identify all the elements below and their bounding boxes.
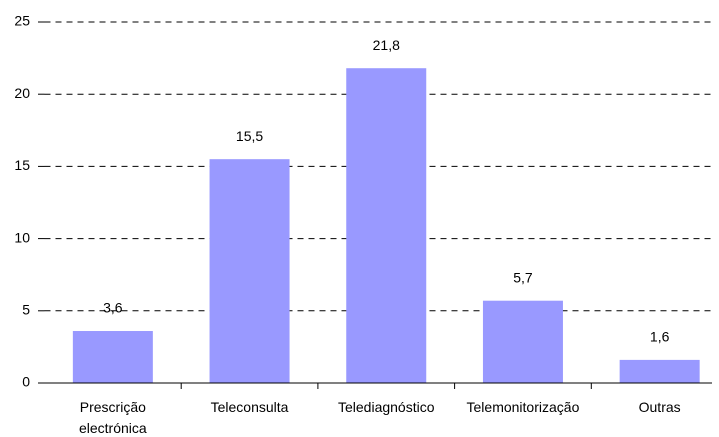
bar [72,331,153,383]
bar [482,300,563,383]
bar [619,359,700,383]
value-label: 5,7 [513,269,533,285]
y-tick-label: 20 [14,85,30,101]
value-label: 3,6 [103,300,123,316]
x-tick-label: Teleconsulta [210,399,289,415]
value-label: 21,8 [373,37,400,53]
x-tick-label: Telediagnóstico [337,399,435,415]
x-tick-label: Telemonitorização [466,399,580,415]
y-tick-label: 5 [22,302,30,318]
x-tick-label: Prescrição electrónica [78,399,147,436]
x-tick-label: Outras [638,399,681,415]
value-label: 15,5 [236,128,263,144]
bar [209,159,290,383]
y-tick-label: 25 [14,13,30,29]
value-label: 1,6 [650,329,670,345]
bar [346,68,427,383]
y-tick-label: 15 [14,157,30,173]
y-tick-label: 10 [14,229,30,245]
y-tick-label: 0 [22,374,30,390]
